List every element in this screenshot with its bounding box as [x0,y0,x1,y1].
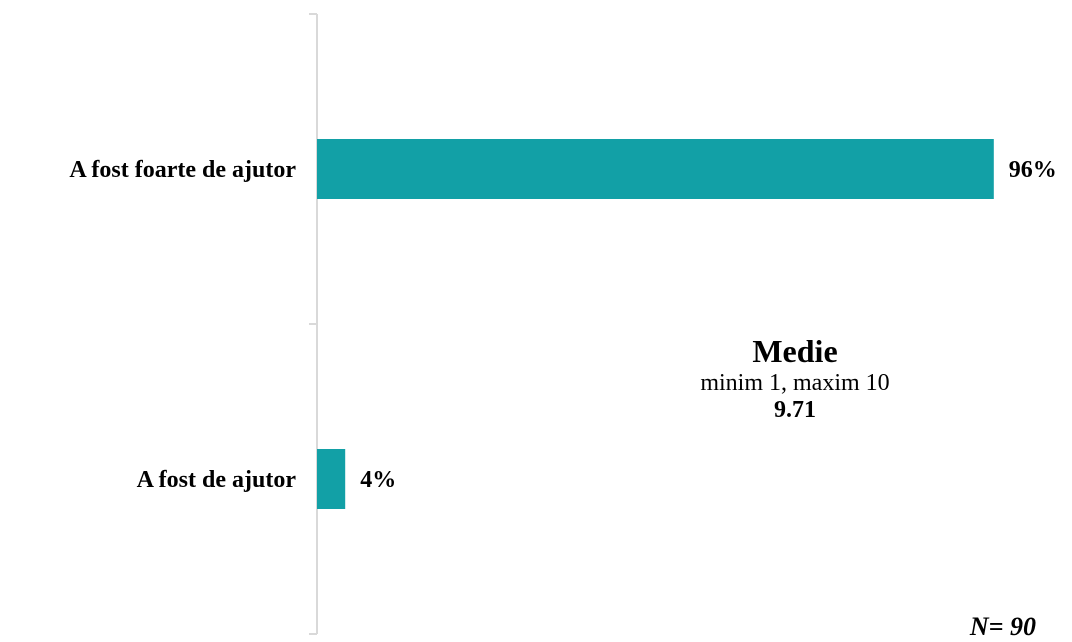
mean-value: 9.71 [774,397,816,424]
mean-range: minim 1, maxim 10 [700,369,890,396]
category-label: A fost foarte de ajutor [69,157,296,183]
data-label: 96% [1009,157,1057,183]
mean-annotation: Medie minim 1, maxim 10 9.71 [560,333,1030,425]
category-label: A fost de ajutor [137,467,297,493]
data-label: 4% [360,467,396,493]
sample-size: N= 90 [969,612,1036,641]
bar [317,139,994,199]
mean-title: Medie [752,333,838,369]
bar [317,449,346,509]
